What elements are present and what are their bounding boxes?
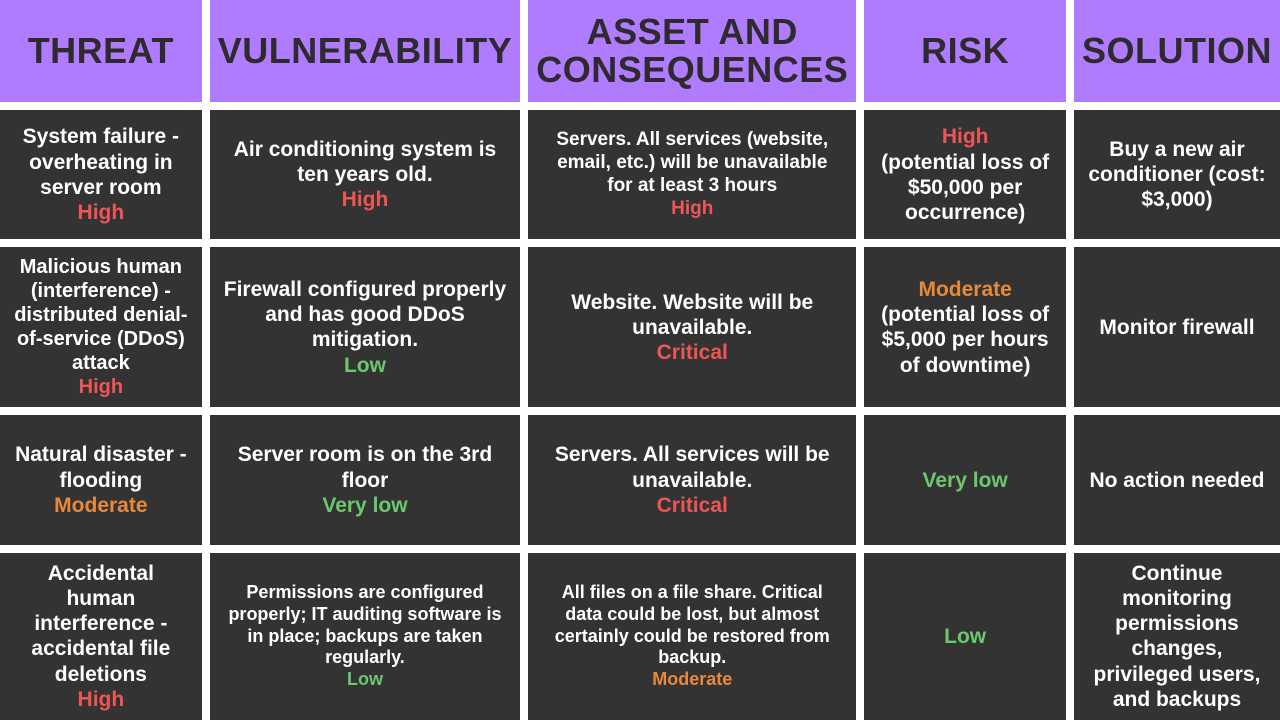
- solution-text: Monitor firewall: [1099, 315, 1254, 340]
- rating-badge: Low: [944, 624, 986, 649]
- vulnerability-text: Air conditioning system is ten years old…: [224, 137, 507, 187]
- table-cell: Moderate (potential loss of $5,000 per h…: [864, 247, 1066, 407]
- rating-badge: High: [942, 124, 989, 149]
- column-header-threat: THREAT: [0, 0, 202, 102]
- rating-badge: High: [671, 198, 713, 221]
- column-header-risk: RISK: [864, 0, 1066, 102]
- vulnerability-text: Server room is on the 3rd floor: [224, 442, 507, 492]
- threat-text: System failure - overheating in server r…: [14, 124, 188, 200]
- table-cell: No action needed: [1074, 415, 1280, 544]
- rating-badge: Very low: [322, 493, 407, 518]
- rating-badge: High: [78, 200, 125, 225]
- rating-badge: Moderate: [652, 669, 732, 691]
- table-cell: Servers. All services (website, email, e…: [528, 110, 856, 239]
- threat-text: Natural disaster - flooding: [14, 442, 188, 492]
- rating-badge: Low: [344, 353, 386, 378]
- table-cell: Permissions are configured properly; IT …: [210, 553, 521, 720]
- solution-text: No action needed: [1089, 468, 1264, 493]
- table-cell: Firewall configured properly and has goo…: [210, 247, 521, 407]
- rating-badge: Critical: [657, 340, 728, 365]
- table-cell: System failure - overheating in server r…: [0, 110, 202, 239]
- column-header-asset: ASSET AND CONSEQUENCES: [528, 0, 856, 102]
- threat-text: Accidental human interference - accident…: [14, 561, 188, 687]
- table-cell: Monitor firewall: [1074, 247, 1280, 407]
- rating-badge: High: [78, 687, 125, 712]
- table-cell: High (potential loss of $50,000 per occu…: [864, 110, 1066, 239]
- asset-text: Servers. All services will be unavailabl…: [542, 442, 842, 492]
- risk-text: (potential loss of $50,000 per occurrenc…: [878, 150, 1052, 226]
- rating-badge: Critical: [657, 493, 728, 518]
- table-cell: All files on a file share. Critical data…: [528, 553, 856, 720]
- vulnerability-text: Permissions are configured properly; IT …: [224, 582, 507, 668]
- solution-text: Continue monitoring permissions changes,…: [1088, 561, 1266, 712]
- rating-badge: High: [342, 187, 389, 212]
- table-cell: Buy a new air conditioner (cost: $3,000): [1074, 110, 1280, 239]
- table-cell: Malicious human (interference) - distrib…: [0, 247, 202, 407]
- asset-text: All files on a file share. Critical data…: [542, 582, 842, 668]
- table-cell: Servers. All services will be unavailabl…: [528, 415, 856, 544]
- table-cell: Natural disaster - flooding Moderate: [0, 415, 202, 544]
- table-cell: Air conditioning system is ten years old…: [210, 110, 521, 239]
- table-cell: Very low: [864, 415, 1066, 544]
- solution-text: Buy a new air conditioner (cost: $3,000): [1088, 137, 1266, 213]
- vulnerability-text: Firewall configured properly and has goo…: [224, 277, 507, 353]
- risk-text: (potential loss of $5,000 per hours of d…: [878, 302, 1052, 378]
- table-cell: Continue monitoring permissions changes,…: [1074, 553, 1280, 720]
- column-header-vulnerability: VULNERABILITY: [210, 0, 521, 102]
- table-cell: Low: [864, 553, 1066, 720]
- rating-badge: Moderate: [918, 277, 1011, 302]
- rating-badge: Very low: [923, 468, 1008, 493]
- threat-text: Malicious human (interference) - distrib…: [14, 255, 188, 375]
- rating-badge: Low: [347, 669, 383, 691]
- column-header-solution: SOLUTION: [1074, 0, 1280, 102]
- table-cell: Accidental human interference - accident…: [0, 553, 202, 720]
- asset-text: Website. Website will be unavailable.: [542, 290, 842, 340]
- rating-badge: Moderate: [54, 493, 147, 518]
- table-cell: Website. Website will be unavailable. Cr…: [528, 247, 856, 407]
- rating-badge: High: [79, 375, 123, 399]
- table-cell: Server room is on the 3rd floor Very low: [210, 415, 521, 544]
- asset-text: Servers. All services (website, email, e…: [542, 129, 842, 197]
- risk-assessment-table: THREAT VULNERABILITY ASSET AND CONSEQUEN…: [0, 0, 1280, 720]
